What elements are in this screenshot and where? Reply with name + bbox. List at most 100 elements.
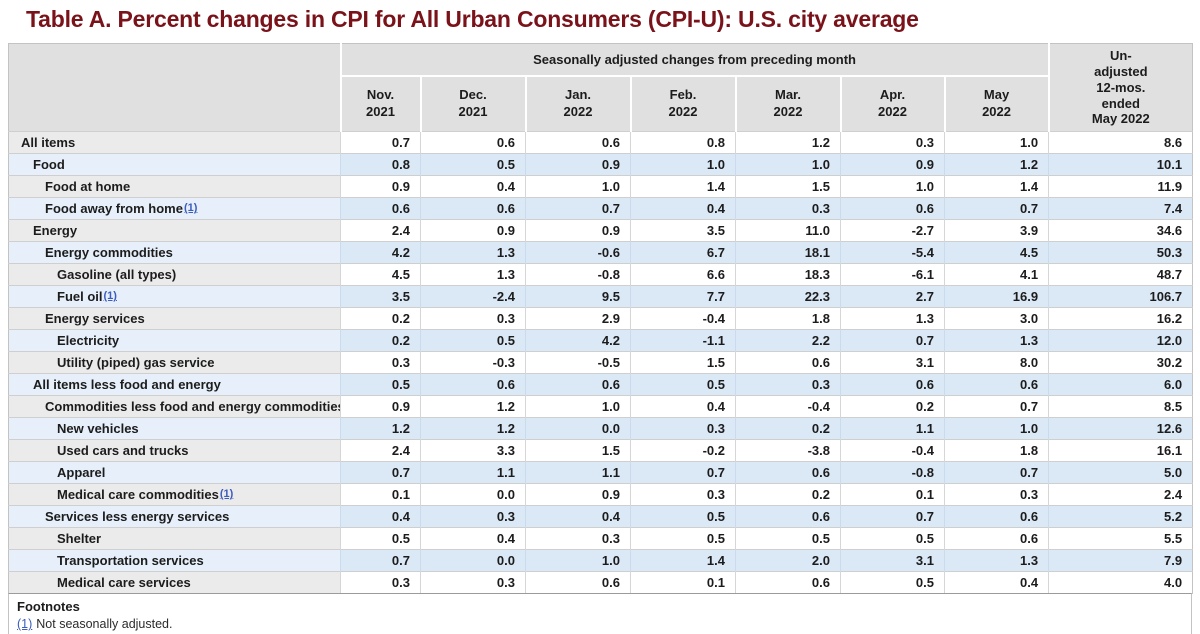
value-cell: 0.3 bbox=[630, 483, 736, 506]
value-cell: 18.3 bbox=[735, 263, 841, 286]
footnote-ref-link[interactable]: (1) bbox=[183, 202, 198, 215]
month-header-row: Nov. 2021 Dec. 2021 Jan. 2022 Feb. 2022 Mar. 2022… bbox=[9, 76, 1193, 132]
column-header-jan-2022: Jan. 2022 bbox=[524, 76, 631, 132]
value-cell: 4.5 bbox=[943, 241, 1049, 264]
value-cell: 1.3 bbox=[840, 307, 945, 330]
value-cell: 16.2 bbox=[1048, 307, 1193, 330]
value-cell: 12.6 bbox=[1048, 417, 1193, 440]
value-cell: 2.0 bbox=[735, 549, 841, 572]
value-cell: 0.1 bbox=[340, 483, 421, 506]
value-cell: 1.2 bbox=[735, 131, 841, 154]
table-row: Transportation services 0.7 0.0 1.0 1.4 2.0 3.… bbox=[8, 549, 1193, 572]
footnote-ref-link[interactable]: (1) bbox=[219, 488, 234, 501]
value-cell: 0.6 bbox=[943, 505, 1049, 528]
value-cell: 0.3 bbox=[420, 571, 526, 594]
value-cell: 1.0 bbox=[525, 175, 631, 198]
table-row: Used cars and trucks 2.4 3.3 1.5 -0.2 -3.8 -0.… bbox=[8, 439, 1193, 462]
value-cell: 0.7 bbox=[340, 549, 421, 572]
value-cell: 1.3 bbox=[420, 263, 526, 286]
value-cell: 0.2 bbox=[735, 483, 841, 506]
value-cell: 0.7 bbox=[525, 197, 631, 220]
value-cell: 4.2 bbox=[340, 241, 421, 264]
value-cell: 0.4 bbox=[420, 527, 526, 550]
row-label: Food at home bbox=[8, 175, 341, 198]
value-cell: 12.0 bbox=[1048, 329, 1193, 352]
value-cell: 0.3 bbox=[943, 483, 1049, 506]
value-cell: 11.0 bbox=[735, 219, 841, 242]
table-row: Apparel 0.7 1.1 1.1 0.7 0.6 -0.8 0.7 5.0 bbox=[8, 461, 1193, 484]
value-cell: 3.5 bbox=[340, 285, 421, 308]
value-cell: 0.5 bbox=[840, 571, 945, 594]
value-cell: 0.4 bbox=[630, 395, 736, 418]
value-cell: 0.7 bbox=[630, 461, 736, 484]
value-cell: 0.5 bbox=[630, 527, 736, 550]
value-cell: 1.5 bbox=[630, 351, 736, 374]
value-cell: 0.6 bbox=[735, 351, 841, 374]
value-cell: 5.2 bbox=[1048, 505, 1193, 528]
footnote-1-link[interactable]: (1) bbox=[17, 617, 33, 632]
footnotes-section: Footnotes (1) Not seasonally adjusted. bbox=[8, 593, 1192, 634]
value-cell: -3.8 bbox=[735, 439, 841, 462]
table-row: Gasoline (all types) 4.5 1.3 -0.8 6.6 18.3 -6.… bbox=[8, 263, 1193, 286]
row-label: Medical care commodities(1) bbox=[8, 483, 341, 506]
table-row: Medical care commodities(1) 0.1 0.0 0.9 0.3 0… bbox=[8, 483, 1193, 506]
value-cell: 11.9 bbox=[1048, 175, 1193, 198]
value-cell: 0.4 bbox=[943, 571, 1049, 594]
table-row: Food away from home(1) 0.6 0.6 0.7 0.4 0.3 0.6… bbox=[8, 197, 1193, 220]
footnote-ref-link[interactable]: (1) bbox=[103, 290, 117, 303]
value-cell: 0.5 bbox=[630, 505, 736, 528]
table-row: All items 0.7 0.6 0.6 0.8 1.2 0.3 1.0 8.6 bbox=[8, 131, 1193, 154]
value-cell: 1.2 bbox=[420, 417, 526, 440]
value-cell: -2.7 bbox=[840, 219, 945, 242]
value-cell: 0.7 bbox=[340, 461, 421, 484]
column-header-dec-2021: Dec. 2021 bbox=[419, 76, 526, 132]
value-cell: 0.6 bbox=[525, 131, 631, 154]
unadjusted-12mo-header: Un-adjusted 12-mos. ended May 2022 bbox=[1047, 43, 1193, 132]
value-cell: 1.0 bbox=[735, 153, 841, 176]
value-cell: 1.0 bbox=[943, 131, 1049, 154]
value-cell: -1.1 bbox=[630, 329, 736, 352]
value-cell: 0.3 bbox=[420, 307, 526, 330]
table-row: Energy 2.4 0.9 0.9 3.5 11.0 -2.7 3.9 34.6 bbox=[8, 219, 1193, 242]
value-cell: 0.2 bbox=[340, 307, 421, 330]
value-cell: 0.9 bbox=[340, 175, 421, 198]
stub-header-cell bbox=[8, 43, 341, 132]
value-cell: 0.9 bbox=[525, 219, 631, 242]
value-cell: 1.4 bbox=[943, 175, 1049, 198]
value-cell: 0.0 bbox=[420, 483, 526, 506]
value-cell: 8.0 bbox=[943, 351, 1049, 374]
value-cell: 0.3 bbox=[340, 351, 421, 374]
row-label: Food bbox=[8, 153, 341, 176]
row-label: Gasoline (all types) bbox=[8, 263, 341, 286]
value-cell: 0.4 bbox=[630, 197, 736, 220]
value-cell: 0.6 bbox=[420, 373, 526, 396]
value-cell: 0.6 bbox=[420, 131, 526, 154]
row-label: All items bbox=[8, 131, 341, 154]
value-cell: 0.1 bbox=[630, 571, 736, 594]
value-cell: 4.0 bbox=[1048, 571, 1193, 594]
value-cell: 0.5 bbox=[735, 527, 841, 550]
value-cell: 0.7 bbox=[943, 197, 1049, 220]
table-row: Commodities less food and energy commodi… bbox=[8, 395, 1193, 418]
table-row: Energy services 0.2 0.3 2.9 -0.4 1.8 1.3 3.0 16.… bbox=[8, 307, 1193, 330]
column-header-apr-2022: Apr. 2022 bbox=[839, 76, 945, 132]
value-cell: 2.7 bbox=[840, 285, 945, 308]
row-label: Utility (piped) gas service bbox=[8, 351, 341, 374]
value-cell: 5.0 bbox=[1048, 461, 1193, 484]
table-body: All items 0.7 0.6 0.6 0.8 1.2 0.3 1.0 8.6 Food 0.8… bbox=[8, 131, 1193, 594]
value-cell: 1.4 bbox=[630, 549, 736, 572]
value-cell: 3.0 bbox=[943, 307, 1049, 330]
value-cell: 0.6 bbox=[943, 527, 1049, 550]
value-cell: -0.6 bbox=[525, 241, 631, 264]
value-cell: 8.6 bbox=[1048, 131, 1193, 154]
row-label: Energy services bbox=[8, 307, 341, 330]
value-cell: 1.3 bbox=[943, 329, 1049, 352]
value-cell: 34.6 bbox=[1048, 219, 1193, 242]
value-cell: 8.5 bbox=[1048, 395, 1193, 418]
row-label: Commodities less food and energy commodi… bbox=[8, 395, 341, 418]
row-label: Medical care services bbox=[8, 571, 341, 594]
row-label: New vehicles bbox=[8, 417, 341, 440]
row-label: Services less energy services bbox=[8, 505, 341, 528]
value-cell: 0.5 bbox=[420, 153, 526, 176]
value-cell: 106.7 bbox=[1048, 285, 1193, 308]
